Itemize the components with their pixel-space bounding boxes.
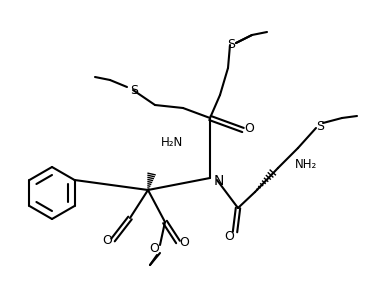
Text: O: O	[244, 122, 254, 134]
Text: O: O	[224, 229, 234, 243]
Text: O: O	[102, 234, 112, 248]
Text: H₂N: H₂N	[161, 135, 183, 149]
Text: O: O	[149, 241, 159, 255]
Text: N: N	[214, 174, 224, 188]
Text: NH₂: NH₂	[295, 159, 317, 171]
Text: O: O	[179, 236, 189, 250]
Text: S: S	[316, 120, 324, 134]
Text: S: S	[130, 84, 138, 96]
Text: S: S	[227, 38, 235, 52]
